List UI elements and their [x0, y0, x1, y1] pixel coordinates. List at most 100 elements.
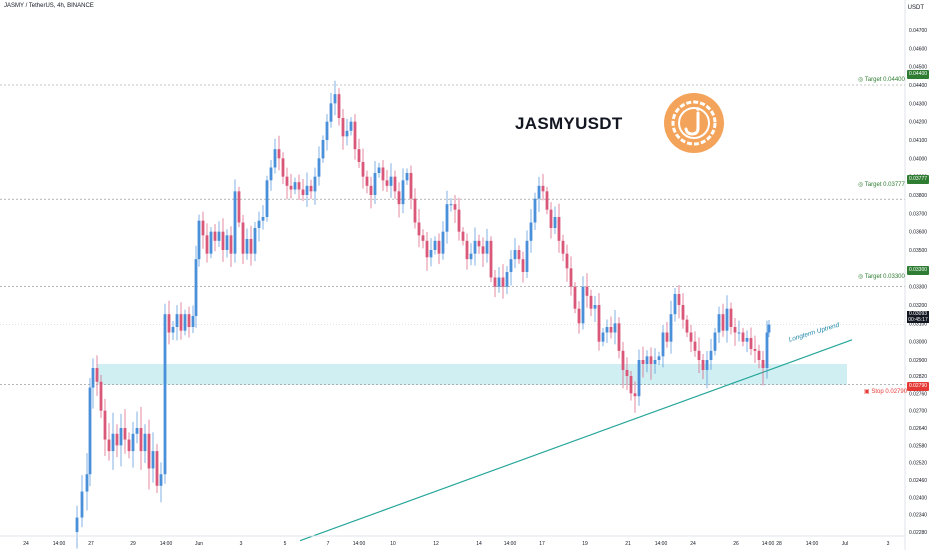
candle-body [481, 246, 485, 254]
time-tick: 5 [284, 541, 287, 547]
candle-body [187, 314, 191, 327]
candle-body [194, 259, 198, 316]
candle-body [745, 338, 749, 342]
candle-body [489, 240, 493, 278]
time-axis[interactable]: 24 14:00 27 29 14:00 Jun 3 5 7 14:00 10 12 14 14:00 17… [23, 541, 889, 547]
support-zone [97, 364, 847, 385]
candle-body [205, 235, 209, 254]
candle-body [585, 286, 589, 296]
candle-body [717, 314, 721, 333]
candle-body [669, 314, 673, 342]
candle-body [409, 173, 413, 199]
candle-body [713, 332, 717, 351]
candle-body [677, 294, 681, 305]
candle-body [325, 121, 329, 140]
candle-body [405, 173, 409, 181]
candle-body [321, 140, 325, 159]
candle-body [333, 94, 337, 104]
candle-body [365, 176, 369, 186]
candle-body [621, 350, 625, 370]
candle-body [80, 491, 84, 518]
candle-body [433, 240, 437, 250]
price-axis[interactable]: 0.047000.046000.045000.044000.043000.042… [909, 28, 927, 536]
candle-body [689, 332, 693, 342]
candle-body [345, 130, 349, 137]
candle-body [201, 220, 205, 236]
time-tick: 21 [625, 541, 631, 547]
candle-body [209, 231, 213, 254]
time-tick: 24 [690, 541, 696, 547]
candle-body [645, 356, 649, 364]
candle-body [75, 517, 79, 532]
symbol-title[interactable]: JASMY / TetherUS, 4h, BINANCE [4, 3, 94, 9]
candle-body [293, 182, 297, 190]
candle-body [421, 235, 425, 241]
level-lines [0, 84, 905, 385]
price-tag-target3: 0.03300 [907, 266, 929, 275]
time-tick: 24 [23, 541, 29, 547]
candlesticks [75, 80, 771, 549]
time-tick: 3 [887, 541, 890, 547]
candle-body [701, 360, 705, 370]
candle-body [249, 239, 253, 254]
candle-body [373, 173, 377, 195]
price-tick: 0.04000 [909, 156, 927, 162]
candle-body [115, 433, 119, 446]
candle-body [233, 191, 237, 254]
candle-body [493, 277, 497, 287]
candle-body [111, 433, 115, 452]
time-tick: Jun [195, 541, 203, 547]
candle-body [569, 268, 573, 287]
candle-body [397, 191, 401, 205]
price-tick: 0.02520 [909, 461, 927, 467]
time-tick: 28 [776, 541, 782, 547]
candle-body [505, 272, 509, 287]
candle-body [253, 228, 257, 254]
candle-body [429, 250, 433, 258]
candle-body [107, 439, 111, 452]
candle-body [453, 204, 457, 210]
candle-body [147, 433, 151, 469]
time-tick: 29 [130, 541, 136, 547]
candle-body [513, 250, 517, 260]
jasmy-logo [664, 93, 724, 153]
candle-body [341, 118, 345, 137]
candle-body [241, 222, 245, 254]
candle-body [167, 314, 171, 333]
candle-body [661, 332, 665, 357]
candle-body [401, 180, 405, 205]
candle-body [753, 349, 757, 351]
target-icon: ◎ [858, 182, 865, 188]
candle-body [733, 327, 737, 333]
candle-body [597, 305, 601, 342]
candle-body [541, 185, 545, 192]
candle-body [545, 191, 549, 210]
candle-body [469, 253, 473, 260]
price-tick: 0.02820 [909, 374, 927, 380]
candle-body [135, 428, 139, 434]
candle-body [501, 277, 505, 287]
candle-body [457, 209, 461, 232]
price-tick: 0.02400 [909, 495, 927, 501]
candle-body [127, 439, 131, 452]
candle-body [245, 239, 249, 254]
time-tick: 12 [433, 541, 439, 547]
candle-body [377, 167, 381, 173]
candle-body [653, 360, 657, 364]
target-label-2: ◎ Target 0.03777 [858, 182, 905, 188]
candle-body [693, 341, 697, 351]
candle-body [95, 368, 99, 382]
target-icon: ◎ [858, 77, 865, 83]
time-tick: 26 [733, 541, 739, 547]
trendline[interactable] [299, 339, 853, 542]
candle-body [593, 305, 597, 309]
candle-body [657, 356, 661, 360]
candle-body [497, 277, 501, 287]
time-tick: 14:00 [806, 541, 819, 547]
price-tag-stop: 0.02790 [907, 382, 929, 391]
target-label-1: ◎ Target 0.04400 [858, 77, 905, 83]
candle-body [673, 294, 677, 315]
price-tick: 0.03300 [909, 285, 927, 291]
price-tick: 0.02760 [909, 391, 927, 397]
